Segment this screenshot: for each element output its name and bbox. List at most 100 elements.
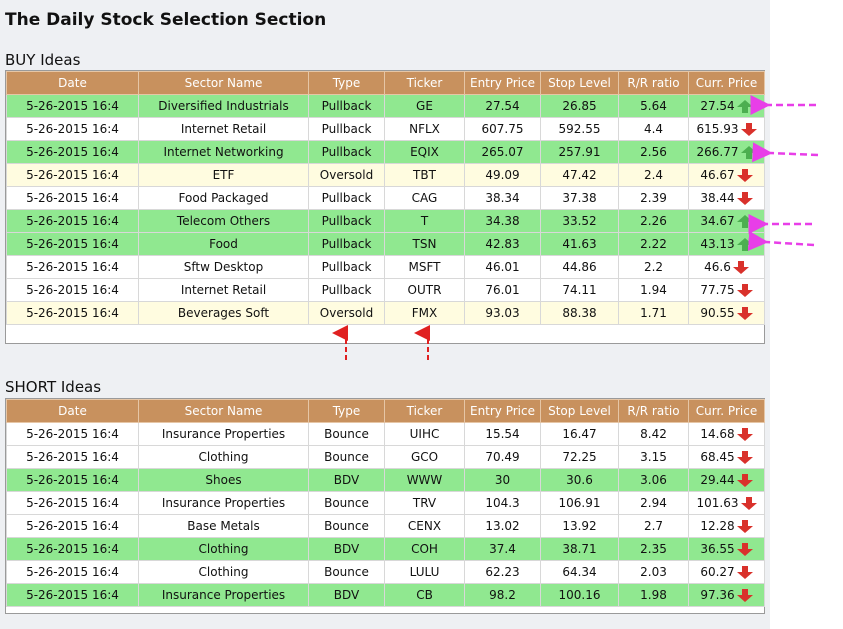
short-cell-curr-price: 101.63 [688, 491, 765, 515]
buy-col-header-rr-ratio[interactable]: R/R ratio [618, 71, 689, 95]
buy-table-row[interactable]: 5-26-2015 16:4 Food Packaged Pullback CAG 38… [6, 186, 765, 210]
short-cell-date: 5-26-2015 16:4 [6, 537, 139, 561]
buy-cell-ticker[interactable]: CAG [384, 186, 465, 210]
buy-cell-entry: 34.38 [464, 209, 541, 233]
short-cell-ticker[interactable]: LULU [384, 560, 465, 584]
arrow-up-icon [740, 146, 757, 159]
buy-cell-date: 5-26-2015 16:4 [6, 232, 139, 256]
buy-cell-curr-price: 77.75 [688, 278, 765, 302]
buy-col-header-ticker[interactable]: Ticker [384, 71, 465, 95]
buy-table-row[interactable]: 5-26-2015 16:4 Diversified Industrials Pul… [6, 94, 765, 118]
short-cell-entry: 13.02 [464, 514, 541, 538]
short-col-header-rr-ratio[interactable]: R/R ratio [618, 399, 689, 423]
short-col-header-stop-level[interactable]: Stop Level [540, 399, 619, 423]
buy-table-row[interactable]: 5-26-2015 16:4 ETF Oversold TBT 49.09 47.42 2.… [6, 163, 765, 187]
buy-cell-date: 5-26-2015 16:4 [6, 278, 139, 302]
buy-cell-rr: 2.26 [618, 209, 689, 233]
short-cell-ticker[interactable]: TRV [384, 491, 465, 515]
short-col-header-sector-name[interactable]: Sector Name [138, 399, 309, 423]
curr-price-value: 27.54 [700, 99, 735, 113]
buy-cell-ticker[interactable]: OUTR [384, 278, 465, 302]
short-col-header-type[interactable]: Type [308, 399, 385, 423]
short-cell-ticker[interactable]: GCO [384, 445, 465, 469]
buy-cell-entry: 607.75 [464, 117, 541, 141]
short-cell-ticker[interactable]: UIHC [384, 422, 465, 446]
short-table-row[interactable]: 5-26-2015 16:4 Insurance Properties Bounce… [6, 422, 765, 446]
buy-col-header-date[interactable]: Date [6, 71, 139, 95]
buy-table-row[interactable]: 5-26-2015 16:4 Internet Networking Pullbac… [6, 140, 765, 164]
curr-price-value: 60.27 [700, 565, 735, 579]
short-cell-sector: Clothing [138, 445, 309, 469]
short-col-header-curr-price[interactable]: Curr. Price [688, 399, 765, 423]
short-cell-type: Bounce [308, 491, 385, 515]
curr-price-value: 12.28 [700, 519, 735, 533]
buy-cell-ticker[interactable]: TSN [384, 232, 465, 256]
buy-cell-date: 5-26-2015 16:4 [6, 94, 139, 118]
buy-col-header-stop-level[interactable]: Stop Level [540, 71, 619, 95]
buy-cell-ticker[interactable]: GE [384, 94, 465, 118]
short-ideas-table: Date Sector Name Type Ticker Entry Price Stop… [5, 398, 765, 614]
buy-table-row[interactable]: 5-26-2015 16:4 Internet Retail Pullback OUT… [6, 278, 765, 302]
short-cell-ticker[interactable]: WWW [384, 468, 465, 492]
short-table-row[interactable]: 5-26-2015 16:4 Insurance Properties Bounce… [6, 491, 765, 515]
buy-table-row[interactable]: 5-26-2015 16:4 Beverages Soft Oversold FMX 9… [6, 301, 765, 325]
curr-price-value: 77.75 [700, 283, 735, 297]
short-cell-entry: 62.23 [464, 560, 541, 584]
buy-cell-ticker[interactable]: FMX [384, 301, 465, 325]
short-table-row[interactable]: 5-26-2015 16:4 Insurance Properties BDV CB 9… [6, 583, 765, 607]
short-cell-type: BDV [308, 537, 385, 561]
buy-table-row[interactable]: 5-26-2015 16:4 Sftw Desktop Pullback MSFT 46… [6, 255, 765, 279]
short-cell-ticker[interactable]: CENX [384, 514, 465, 538]
buy-cell-type: Pullback [308, 117, 385, 141]
buy-cell-stop: 33.52 [540, 209, 619, 233]
buy-cell-ticker[interactable]: NFLX [384, 117, 465, 141]
buy-col-header-entry-price[interactable]: Entry Price [464, 71, 541, 95]
short-cell-rr: 3.06 [618, 468, 689, 492]
short-cell-entry: 70.49 [464, 445, 541, 469]
buy-cell-stop: 88.38 [540, 301, 619, 325]
buy-cell-ticker[interactable]: T [384, 209, 465, 233]
curr-price-value: 46.6 [704, 260, 731, 274]
short-cell-stop: 13.92 [540, 514, 619, 538]
short-table-row[interactable]: 5-26-2015 16:4 Clothing BDV COH 37.4 38.71 2.3… [6, 537, 765, 561]
arrow-down-icon [736, 192, 753, 205]
short-table-row[interactable]: 5-26-2015 16:4 Base Metals Bounce CENX 13.02… [6, 514, 765, 538]
short-cell-sector: Insurance Properties [138, 583, 309, 607]
curr-price-value: 101.63 [696, 496, 739, 510]
buy-cell-sector: Food Packaged [138, 186, 309, 210]
buy-cell-rr: 2.2 [618, 255, 689, 279]
buy-cell-sector: ETF [138, 163, 309, 187]
short-col-header-ticker[interactable]: Ticker [384, 399, 465, 423]
short-cell-curr-price: 14.68 [688, 422, 765, 446]
buy-table-row[interactable]: 5-26-2015 16:4 Food Pullback TSN 42.83 41.63 2… [6, 232, 765, 256]
page-title: The Daily Stock Selection Section [5, 10, 327, 30]
buy-col-header-type[interactable]: Type [308, 71, 385, 95]
arrow-up-icon [736, 215, 753, 228]
short-table-row[interactable]: 5-26-2015 16:4 Shoes BDV WWW 30 30.6 3.06 29.44 [6, 468, 765, 492]
arrow-down-icon [736, 566, 753, 579]
buy-table-row[interactable]: 5-26-2015 16:4 Telecom Others Pullback T 34.… [6, 209, 765, 233]
short-table-row[interactable]: 5-26-2015 16:4 Clothing Bounce GCO 70.49 72.2… [6, 445, 765, 469]
short-table-row[interactable]: 5-26-2015 16:4 Clothing Bounce LULU 62.23 64.… [6, 560, 765, 584]
short-cell-rr: 2.94 [618, 491, 689, 515]
short-col-header-entry-price[interactable]: Entry Price [464, 399, 541, 423]
short-cell-rr: 2.7 [618, 514, 689, 538]
buy-cell-entry: 76.01 [464, 278, 541, 302]
buy-table-row[interactable]: 5-26-2015 16:4 Internet Retail Pullback NFL… [6, 117, 765, 141]
buy-col-header-sector-name[interactable]: Sector Name [138, 71, 309, 95]
short-cell-ticker[interactable]: COH [384, 537, 465, 561]
buy-cell-ticker[interactable]: TBT [384, 163, 465, 187]
arrow-down-icon [736, 451, 753, 464]
buy-cell-curr-price: 615.93 [688, 117, 765, 141]
buy-cell-rr: 2.39 [618, 186, 689, 210]
buy-cell-ticker[interactable]: MSFT [384, 255, 465, 279]
buy-cell-ticker[interactable]: EQIX [384, 140, 465, 164]
buy-cell-type: Pullback [308, 278, 385, 302]
short-col-header-date[interactable]: Date [6, 399, 139, 423]
short-cell-curr-price: 12.28 [688, 514, 765, 538]
short-cell-type: Bounce [308, 514, 385, 538]
buy-col-header-curr-price[interactable]: Curr. Price [688, 71, 765, 95]
buy-cell-rr: 1.94 [618, 278, 689, 302]
buy-cell-date: 5-26-2015 16:4 [6, 301, 139, 325]
short-cell-ticker[interactable]: CB [384, 583, 465, 607]
